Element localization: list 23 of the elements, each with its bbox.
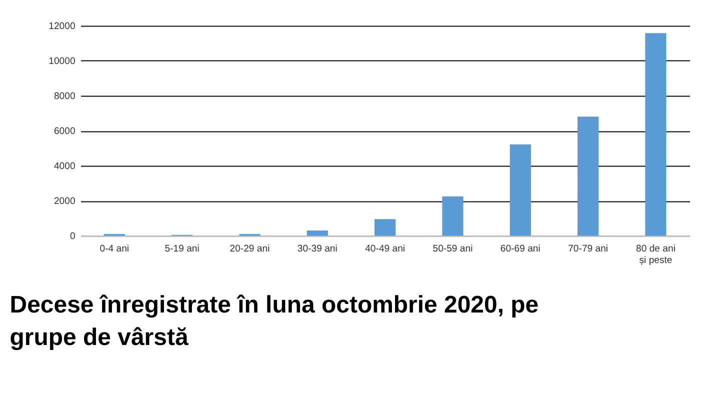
- x-tick-label: 40-49 ani: [365, 244, 406, 255]
- y-tick-label: 4000: [54, 161, 76, 172]
- text: Decese înregistrate în luna octombrie 2020, pe grupe de vârstă: [10, 291, 539, 352]
- x-tick-label: 5-19 ani: [164, 244, 200, 255]
- x-tick-label: 70-79 ani: [568, 244, 608, 255]
- bar: [306, 230, 328, 236]
- x-tick-label: 50-59 ani: [432, 244, 473, 255]
- x-tick-label: 20-29 ani: [230, 244, 270, 255]
- y-tick-label: 12000: [48, 21, 76, 32]
- y-tick-label: 8000: [54, 91, 76, 102]
- x-tick-label: 0-4 ani: [100, 244, 130, 255]
- bar: [374, 219, 396, 236]
- y-tick-label: 10000: [48, 56, 76, 68]
- x-tick-label: 60-69 ani: [500, 244, 540, 255]
- bar: [578, 116, 599, 236]
- bar: [645, 33, 666, 236]
- y-tick-label: 6000: [54, 126, 76, 138]
- x-tick-label: 80 de ani și peste: [636, 244, 676, 266]
- y-tick-label: 2000: [54, 196, 76, 208]
- y-tick-label: 0: [70, 231, 76, 242]
- bar: [510, 144, 531, 236]
- bar: [442, 196, 464, 236]
- x-tick-label: 30-39 ani: [297, 244, 338, 255]
